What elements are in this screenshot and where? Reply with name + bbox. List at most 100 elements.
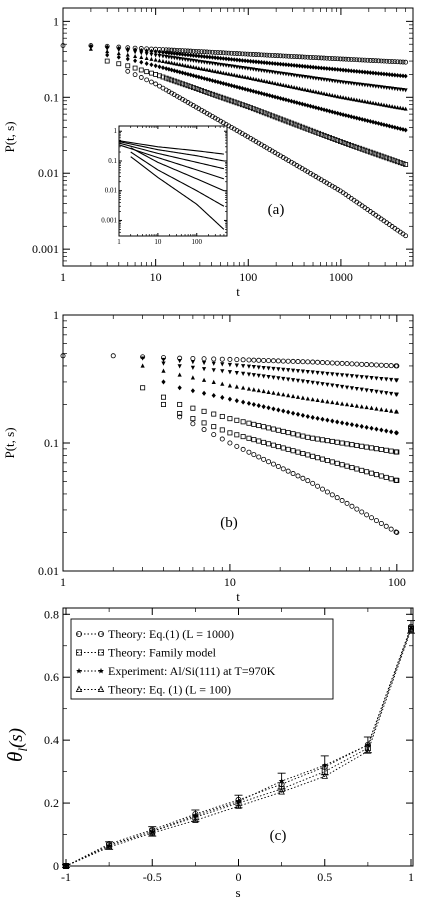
- panel-a-point: [381, 71, 386, 77]
- panel-a-point: [340, 140, 346, 145]
- panel-b-point: [227, 362, 233, 368]
- panel-a-point: [272, 53, 278, 58]
- panel-a-point: [319, 65, 324, 71]
- panel-a-label: (a): [268, 202, 285, 218]
- panel-a-point: [330, 109, 335, 115]
- panel-a-point: [367, 149, 373, 155]
- panel-b-point: [369, 445, 375, 451]
- panel-c-legend-label: Theory: Eq. (1) (L = 100): [108, 683, 231, 697]
- panel-a-point: [166, 50, 171, 56]
- panel-a-point: [199, 66, 204, 71]
- panel-b-point: [315, 370, 320, 376]
- panel-b-point: [266, 389, 271, 394]
- panel-a-point: [297, 54, 302, 60]
- panel-a-point: [327, 55, 332, 61]
- panel-c-legend-marker: [76, 649, 83, 656]
- panel-a-point: [371, 84, 376, 89]
- panel-a-point: [343, 67, 348, 73]
- panel-b-point: [266, 441, 272, 447]
- panel-a-chart: 1 10 100 1000 0.001 0.01 0.1 1 t P(t, s) (a) 1 10 100…: [2, 7, 414, 299]
- panel-b-point: [383, 474, 389, 480]
- panel-b-point: [261, 365, 266, 371]
- panel-a-point: [188, 84, 194, 90]
- panel-c-xtick-label: -0.5: [143, 870, 162, 884]
- panel-a-point: [153, 72, 159, 77]
- panel-b-point: [344, 463, 350, 469]
- panel-b-point: [201, 408, 207, 414]
- panel-a-point: [352, 81, 357, 86]
- panel-a-point: [329, 136, 335, 141]
- panel-b-point: [60, 353, 66, 359]
- panel-b-point: [300, 395, 305, 400]
- panel-a-point: [275, 53, 281, 59]
- panel-a-point: [387, 156, 392, 162]
- panel-b-point: [240, 357, 246, 363]
- panel-a-inset: 1 10 100 0.001 0.01 0.1 1: [101, 125, 228, 246]
- panel-a-point: [398, 126, 403, 132]
- panel-a-point: [373, 120, 378, 126]
- panel-a-point: [215, 62, 220, 67]
- panel-b-point: [271, 366, 276, 372]
- panel-a-point: [294, 122, 300, 128]
- panel-a-point: [221, 63, 226, 68]
- panel-b-point: [275, 444, 281, 450]
- panel-a-point: [273, 94, 278, 100]
- panel-c-series-3: [62, 626, 415, 869]
- panel-b-point: [211, 361, 216, 366]
- panel-b-point: [384, 391, 389, 396]
- panel-b-point: [320, 382, 325, 387]
- panel-b-point: [190, 359, 195, 365]
- panel-b-point: [201, 360, 207, 366]
- panel-a-point: [267, 93, 272, 98]
- panel-a-point: [392, 125, 397, 130]
- panel-b-point: [140, 385, 146, 391]
- panel-a-point: [354, 144, 360, 150]
- panel-b-point: [320, 416, 325, 422]
- panel-a-point: [267, 60, 272, 66]
- panel-b-point: [295, 432, 301, 438]
- panel-a-point: [132, 72, 138, 78]
- panel-c-point: [321, 762, 328, 768]
- panel-a-point: [250, 106, 256, 112]
- panel-b-series-2: [161, 361, 399, 397]
- panel-a-point: [218, 62, 223, 67]
- panel-c-point: [192, 816, 199, 823]
- panel-a-point: [144, 56, 149, 61]
- panel-a-point: [392, 104, 397, 109]
- panel-a-point: [387, 58, 392, 64]
- panel-b-point: [271, 406, 276, 412]
- panel-a-ytick-label: 0.1: [44, 90, 59, 104]
- panel-a-point: [354, 97, 359, 102]
- panel-b-point: [201, 427, 207, 433]
- panel-b-point: [324, 360, 330, 366]
- panel-a-series-3: [88, 46, 408, 111]
- panel-b-point: [339, 360, 345, 366]
- panel-a-point: [351, 143, 357, 149]
- panel-b-point: [389, 391, 394, 397]
- panel-a-point: [153, 81, 159, 87]
- panel-a-point: [384, 58, 390, 64]
- panel-a-point: [254, 77, 259, 82]
- panel-b-point: [354, 423, 359, 429]
- panel-b-point: [344, 421, 350, 427]
- panel-a-point: [132, 65, 138, 71]
- panel-a-point: [116, 61, 122, 67]
- panel-b-point: [240, 434, 246, 440]
- panel-a-point: [213, 78, 218, 84]
- panel-b-point: [234, 384, 239, 389]
- panel-a-point: [390, 104, 395, 109]
- panel-a-point: [196, 74, 201, 80]
- panel-a-point: [278, 61, 283, 67]
- panel-c-point: [321, 772, 328, 779]
- panel-a-point: [196, 87, 202, 92]
- panel-a-point: [180, 62, 185, 67]
- panel-b-point: [177, 358, 182, 364]
- panel-a-point: [194, 65, 199, 70]
- panel-a-point: [289, 98, 294, 104]
- panel-a-point: [275, 71, 280, 76]
- panel-b-point: [388, 526, 394, 532]
- panel-a-point: [215, 79, 220, 85]
- panel-b-point: [324, 489, 330, 495]
- panel-a-point: [240, 86, 245, 91]
- panel-a-point: [157, 83, 162, 89]
